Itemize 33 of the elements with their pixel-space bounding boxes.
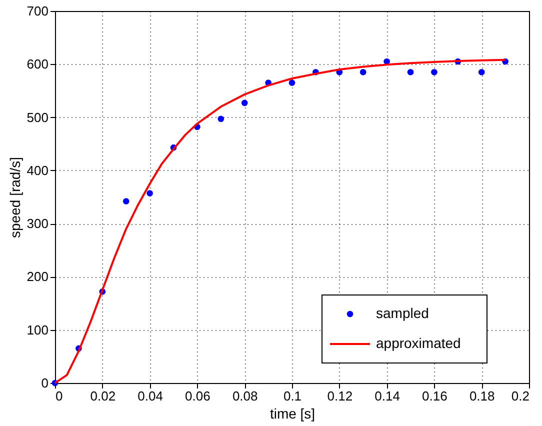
y-axis-title: speed [rad/s] xyxy=(6,157,23,238)
x-tick-label: 0.06 xyxy=(185,388,210,404)
point xyxy=(360,68,366,76)
y-tick-label: 700 xyxy=(26,4,48,18)
y-tick-label: 200 xyxy=(26,269,48,284)
point xyxy=(478,68,485,76)
y-tick-label: 400 xyxy=(26,162,48,178)
y-tick-label: 500 xyxy=(26,110,48,125)
x-tick-label: 0.12 xyxy=(327,388,353,404)
point xyxy=(288,80,296,86)
point xyxy=(218,116,224,122)
x-tick-label: 0.08 xyxy=(232,388,258,404)
y-tick-label: 0 xyxy=(41,376,48,390)
legend-label: sampled xyxy=(376,305,429,321)
point xyxy=(431,68,438,76)
x-tick-label: 0 xyxy=(56,388,63,404)
point xyxy=(384,58,390,65)
x-tick-label: 0.18 xyxy=(469,388,495,404)
point xyxy=(407,68,414,76)
point xyxy=(241,100,248,106)
point xyxy=(146,190,153,196)
y-tick-label: 100 xyxy=(26,322,48,338)
x-axis-title: time [s] xyxy=(270,406,316,422)
x-tick-label: 0.16 xyxy=(422,388,448,404)
point xyxy=(122,198,130,204)
x-tick-label: 0.14 xyxy=(374,388,400,404)
y-tick-label: 300 xyxy=(26,216,48,232)
x-tick-label: 0.1 xyxy=(283,388,302,404)
x-tick-label: 0.02 xyxy=(90,388,116,404)
x-tick-label: 0.04 xyxy=(138,388,163,404)
legend-label: approximated xyxy=(376,335,461,351)
y-tick-label: 600 xyxy=(26,56,48,72)
x-tick-label: 0.2 xyxy=(511,388,530,404)
